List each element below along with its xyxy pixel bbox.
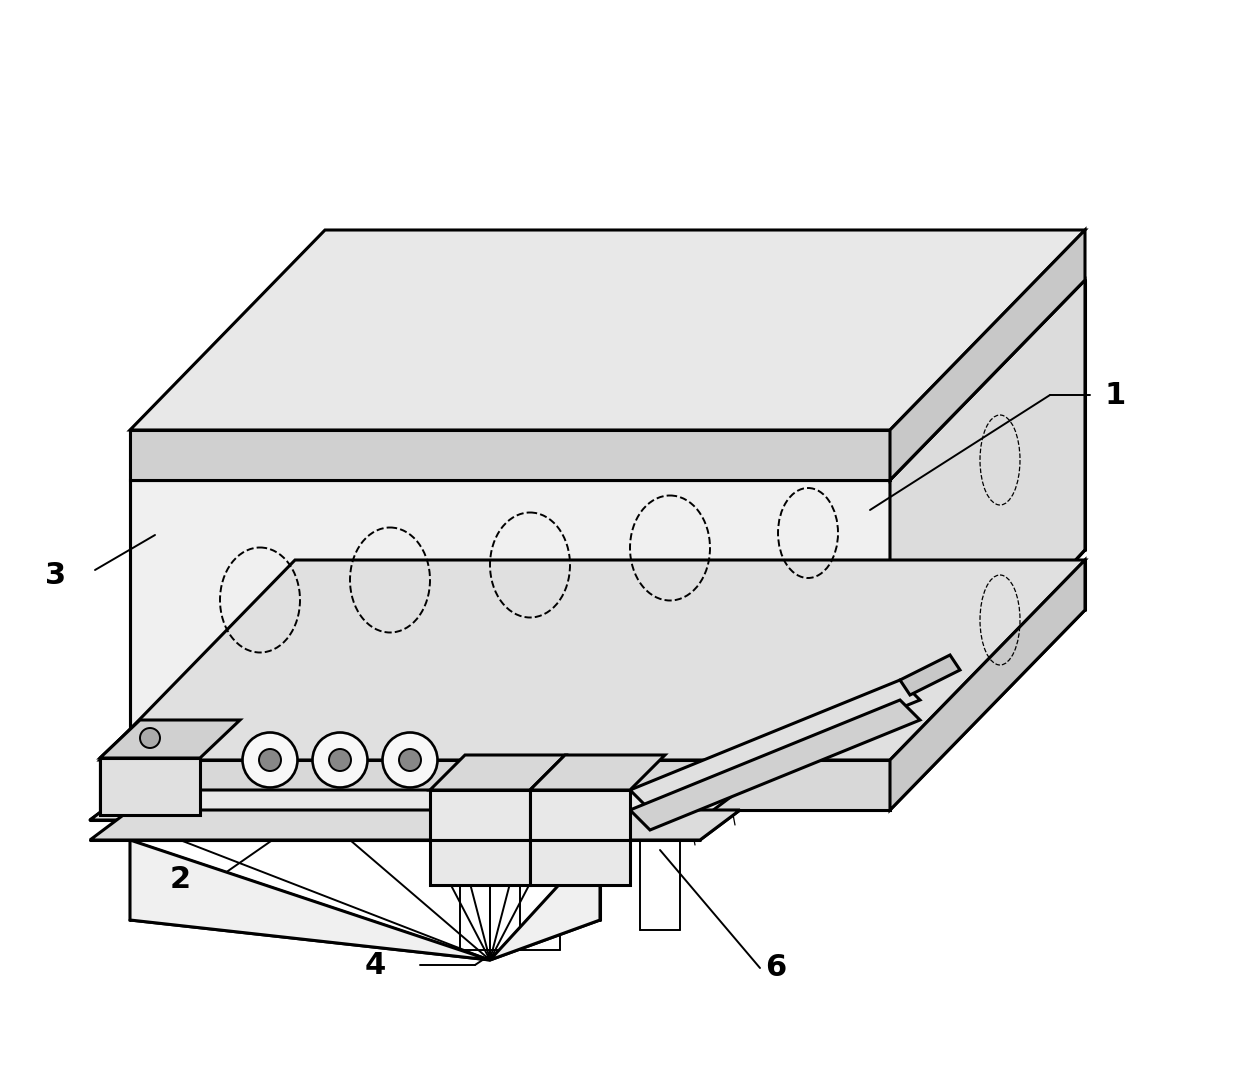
Polygon shape [630,680,920,810]
Polygon shape [529,790,630,840]
Polygon shape [529,755,665,790]
Ellipse shape [243,733,298,787]
Polygon shape [430,755,565,790]
Text: 6: 6 [765,953,786,983]
Polygon shape [430,840,529,885]
Polygon shape [529,840,630,885]
Ellipse shape [329,749,351,771]
Polygon shape [630,700,920,830]
Polygon shape [130,430,890,480]
Polygon shape [91,790,740,820]
Polygon shape [100,758,200,815]
Polygon shape [890,280,1085,760]
Ellipse shape [312,733,367,787]
Text: 4: 4 [365,950,386,979]
Polygon shape [490,840,600,960]
Polygon shape [130,230,1085,430]
Polygon shape [890,560,1085,810]
Polygon shape [900,655,960,695]
Text: 1: 1 [1105,381,1126,410]
Text: 2: 2 [170,866,191,894]
Polygon shape [100,760,890,810]
Ellipse shape [399,749,422,771]
Polygon shape [130,480,890,760]
Ellipse shape [140,728,160,748]
Polygon shape [130,840,490,960]
Polygon shape [91,810,740,840]
Polygon shape [890,230,1085,480]
Polygon shape [100,720,241,758]
Ellipse shape [382,733,438,787]
Polygon shape [100,560,1085,760]
Text: 3: 3 [45,561,66,589]
Polygon shape [430,790,529,840]
Ellipse shape [259,749,281,771]
